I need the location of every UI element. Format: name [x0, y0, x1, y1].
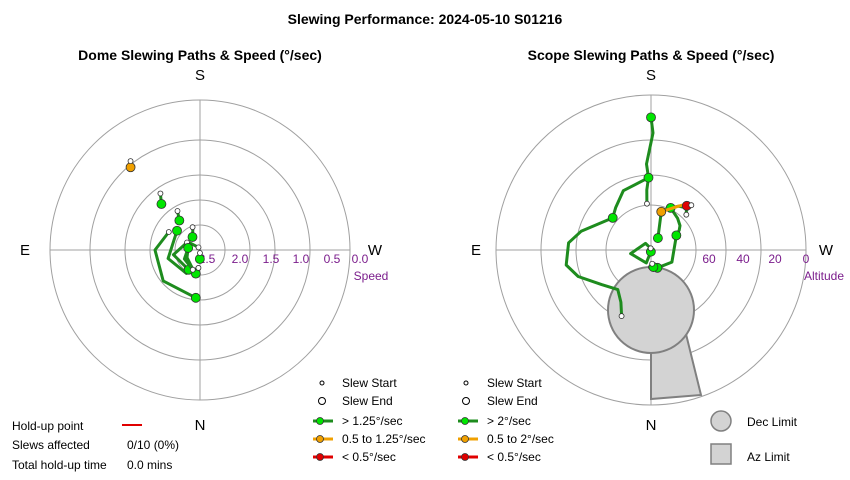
slew-end-point: [127, 158, 134, 165]
legend-slew-end-label: Slew End: [487, 394, 538, 408]
slew-path: [645, 115, 655, 206]
slew-end-point: [197, 250, 203, 256]
slew-end-point: [189, 224, 196, 231]
legend-slow-marker: [461, 453, 469, 461]
legend-medium-label: 0.5 to 1.25°/sec: [342, 432, 426, 446]
legend-medium-marker: [461, 435, 469, 443]
dome-grid: [49, 99, 351, 401]
figure-title: Slewing Performance: 2024-05-10 S01216: [288, 11, 563, 27]
legend-az-limit-marker: [710, 443, 732, 465]
slew-end-point: [618, 313, 625, 319]
slew-start-point: [125, 162, 136, 173]
dome-cardinal-left: E: [20, 242, 30, 259]
dome-slew-paths: [125, 158, 205, 303]
scope-cardinal-right: W: [819, 242, 834, 259]
scope-chart-title: Scope Slewing Paths & Speed (°/sec): [528, 47, 775, 63]
radial-tick-label: 20: [768, 252, 782, 266]
slew-path: [171, 241, 191, 272]
slew-start-point: [643, 172, 654, 183]
slew-end-point: [649, 260, 656, 267]
slew-start-point: [190, 292, 201, 303]
legend-slow-label: < 0.5°/sec: [487, 450, 541, 464]
dome-cardinal-right: W: [368, 242, 383, 259]
dome-radial-ticks: 2.5 2.0 1.5 1.0 0.5 0.0: [199, 252, 369, 266]
slew-start-point: [156, 199, 167, 209]
limits-legend: Dec Limit Az Limit: [710, 410, 798, 465]
total-holdup-value: 0.0 mins: [127, 458, 172, 472]
legend-slow-label: < 0.5°/sec: [342, 450, 396, 464]
legend-fast-marker: [461, 417, 469, 425]
legend-az-limit-label: Az Limit: [747, 450, 790, 464]
legend-slew-end-label: Slew End: [342, 394, 393, 408]
slew-path: [629, 241, 653, 265]
radial-tick-label: 60: [702, 252, 716, 266]
slew-end-point: [644, 200, 650, 207]
legend-slew-start-marker: [463, 380, 469, 386]
legend-slew-start-label: Slew Start: [487, 376, 542, 390]
dome-radial-axis-label: Speed: [354, 269, 389, 283]
slew-end-point: [165, 229, 172, 235]
slew-end-point: [157, 190, 164, 197]
legend-slew-start-label: Slew Start: [342, 376, 397, 390]
scope-slew-paths: [564, 112, 695, 319]
slew-start-point: [652, 233, 663, 243]
slew-end-point: [683, 211, 690, 218]
slew-end-point: [195, 244, 202, 251]
slew-start-point: [607, 212, 618, 223]
legend-slew-start-marker: [319, 380, 325, 386]
slew-start-point: [671, 230, 682, 241]
slew-start-point: [646, 112, 656, 123]
scope-legend: Slew Start Slew End > 2°/sec 0.5 to 2°/s…: [458, 376, 554, 464]
legend-medium-marker: [316, 435, 324, 443]
scope-radial-axis-label: Altitude: [804, 269, 844, 283]
dome-legend: Slew Start Slew End > 1.25°/sec 0.5 to 1…: [313, 376, 426, 464]
legend-fast-marker: [316, 417, 324, 425]
slew-start-point: [172, 225, 182, 236]
radial-tick-label: 1.5: [263, 252, 280, 266]
legend-dec-limit-label: Dec Limit: [747, 415, 798, 429]
radial-tick-label: 1.0: [293, 252, 310, 266]
slews-affected-value: 0/10 (0%): [127, 438, 179, 452]
scope-cardinal-top: S: [646, 67, 656, 84]
slew-path: [564, 216, 624, 318]
scope-cardinal-bottom: N: [646, 417, 657, 434]
dome-cardinal-top: S: [195, 67, 205, 84]
radial-tick-label: 40: [736, 252, 750, 266]
legend-slow-marker: [316, 453, 324, 461]
slew-start-point: [656, 206, 667, 217]
scope-cardinal-left: E: [471, 242, 481, 259]
radial-tick-label: 0.0: [352, 252, 369, 266]
dome-chart-title: Dome Slewing Paths & Speed (°/sec): [78, 47, 322, 63]
scope-radial-ticks: 60 40 20 0: [702, 252, 809, 266]
slew-start-point: [174, 215, 185, 226]
holdup-point-label: Hold-up point: [12, 419, 84, 433]
slew-start-point: [187, 232, 198, 242]
legend-slew-end-marker: [318, 397, 326, 405]
radial-tick-label: 0.5: [324, 252, 341, 266]
slew-start-point: [183, 243, 194, 253]
scope-chart: Scope Slewing Paths & Speed (°/sec) S N …: [471, 47, 844, 434]
slew-end-point: [189, 266, 196, 273]
radial-tick-label: 0: [803, 252, 810, 266]
slew-path: [611, 176, 650, 220]
legend-medium-label: 0.5 to 2°/sec: [487, 432, 554, 446]
slew-end-point: [647, 245, 654, 252]
legend-slew-end-marker: [462, 397, 470, 405]
slew-end-point: [688, 202, 695, 209]
dome-chart: Dome Slewing Paths & Speed (°/sec) S N E…: [20, 47, 388, 434]
legend-dec-limit-marker: [710, 410, 732, 432]
dome-cardinal-bottom: N: [195, 417, 206, 434]
slews-affected-label: Slews affected: [12, 438, 90, 452]
slew-end-point: [174, 208, 181, 214]
legend-fast-label: > 2°/sec: [487, 414, 531, 428]
holdup-info: Hold-up point Slews affected 0/10 (0%) T…: [12, 419, 179, 472]
total-holdup-label: Total hold-up time: [12, 458, 107, 472]
slew-path: [153, 230, 198, 300]
radial-tick-label: 2.0: [232, 252, 249, 266]
slew-end-point: [195, 265, 202, 271]
legend-fast-label: > 1.25°/sec: [342, 414, 403, 428]
